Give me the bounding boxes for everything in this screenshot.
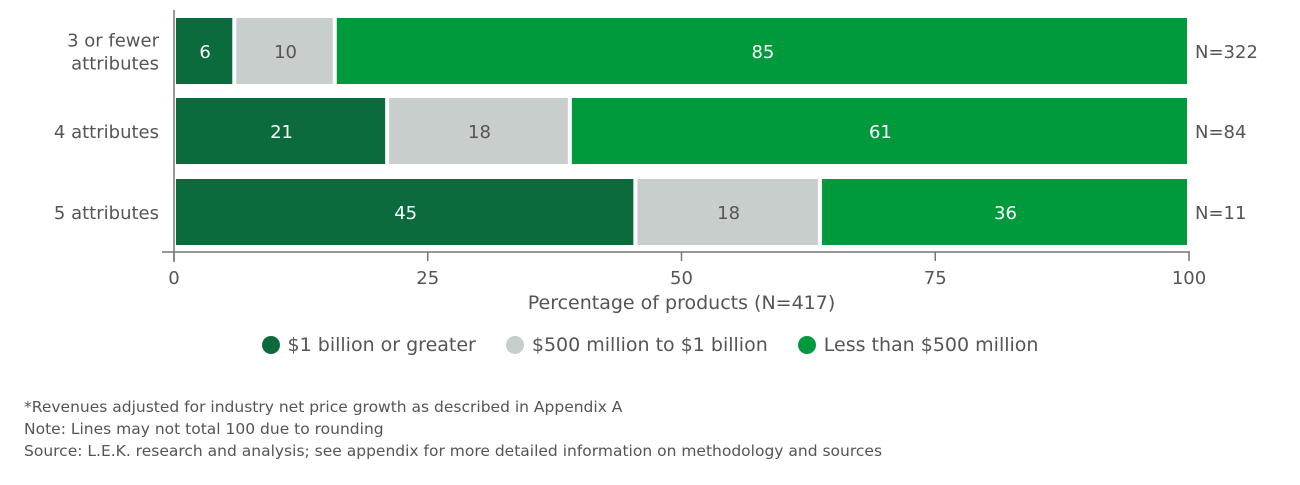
data-label: 18 bbox=[717, 203, 740, 224]
data-label: 18 bbox=[468, 122, 491, 143]
bar-segment bbox=[176, 179, 634, 245]
bar-segment bbox=[236, 18, 333, 84]
legend-label: $500 million to $1 billion bbox=[531, 334, 768, 356]
category-label: 3 or fewer bbox=[67, 31, 160, 52]
data-label: 36 bbox=[994, 203, 1017, 224]
legend-swatch bbox=[797, 336, 816, 354]
bar-segment bbox=[176, 98, 386, 164]
legend-swatch bbox=[505, 336, 524, 354]
bar-segment bbox=[176, 18, 233, 84]
category-label: attributes bbox=[71, 54, 159, 75]
x-tick-label: 0 bbox=[168, 268, 179, 289]
footnote-rounding: Note: Lines may not total 100 due to rou… bbox=[24, 420, 384, 438]
footnote-revenue: *Revenues adjusted for industry net pric… bbox=[24, 398, 623, 416]
legend-swatch bbox=[261, 336, 280, 354]
legend-label: Less than $500 million bbox=[823, 334, 1039, 356]
n-label: N=11 bbox=[1195, 203, 1246, 224]
bar-segment bbox=[821, 179, 1187, 245]
n-label: N=322 bbox=[1195, 42, 1258, 63]
legend-item-1b: $1 billion or greater bbox=[261, 334, 476, 356]
data-label: 61 bbox=[869, 122, 892, 143]
bar-segment bbox=[637, 179, 818, 245]
x-tick-label: 50 bbox=[670, 268, 693, 289]
bar-segment bbox=[571, 98, 1187, 164]
data-label: 85 bbox=[751, 42, 774, 63]
legend-item-500m-1b: $500 million to $1 billion bbox=[505, 334, 768, 356]
data-label: 21 bbox=[270, 122, 293, 143]
data-label: 45 bbox=[394, 203, 417, 224]
n-label: N=84 bbox=[1195, 122, 1246, 143]
x-tick-label: 75 bbox=[924, 268, 947, 289]
footnotes: *Revenues adjusted for industry net pric… bbox=[24, 396, 882, 462]
x-axis-title: Percentage of products (N=417) bbox=[528, 292, 836, 314]
data-label: 10 bbox=[274, 42, 297, 63]
category-label: 4 attributes bbox=[54, 122, 159, 143]
footnote-source: Source: L.E.K. research and analysis; se… bbox=[24, 442, 883, 460]
x-tick-label: 25 bbox=[416, 268, 439, 289]
category-label: 5 attributes bbox=[54, 203, 159, 224]
legend: $1 billion or greater $500 million to $1… bbox=[0, 334, 1300, 356]
x-tick-label: 100 bbox=[1172, 268, 1206, 289]
legend-item-lt-500m: Less than $500 million bbox=[797, 334, 1039, 356]
legend-label: $1 billion or greater bbox=[287, 334, 476, 356]
bar-segment bbox=[389, 98, 568, 164]
bar-segment bbox=[336, 18, 1187, 84]
data-label: 6 bbox=[199, 42, 210, 63]
